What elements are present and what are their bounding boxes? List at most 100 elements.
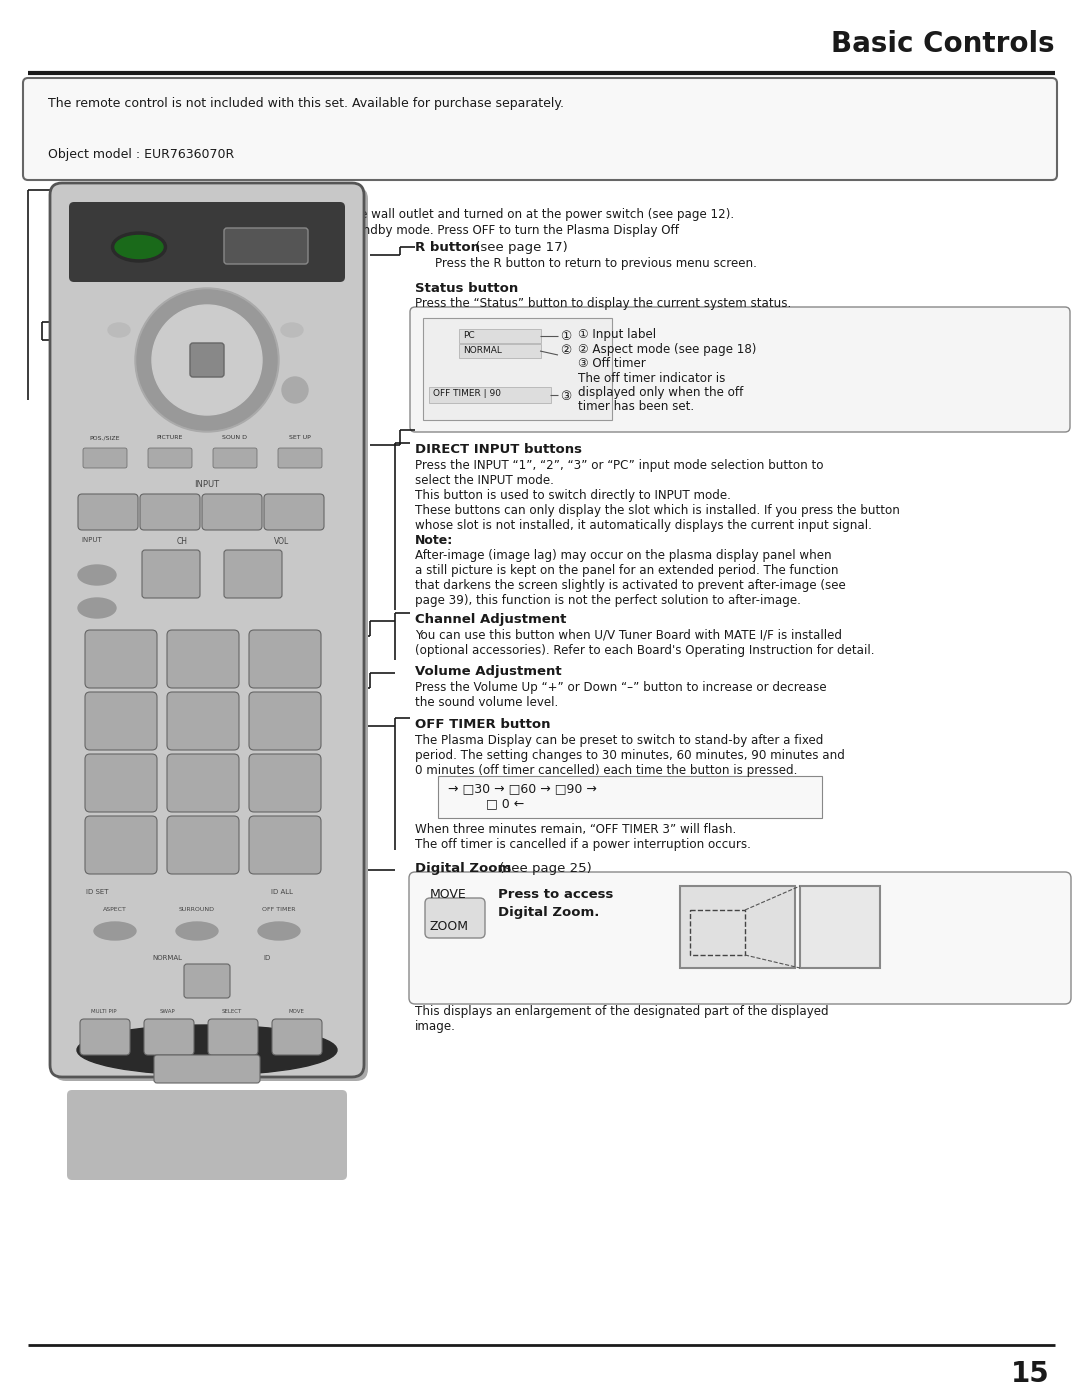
Text: Standby (ON / OFF) button: Standby (ON / OFF) button — [50, 190, 249, 203]
Text: page 39), this function is not the perfect solution to after-image.: page 39), this function is not the perfe… — [415, 594, 801, 608]
FancyBboxPatch shape — [167, 816, 239, 875]
Text: 2: 2 — [165, 506, 174, 518]
Ellipse shape — [77, 1025, 337, 1076]
FancyBboxPatch shape — [272, 1018, 322, 1055]
Text: Press the Volume Up “+” or Down “–” button to increase or decrease: Press the Volume Up “+” or Down “–” butt… — [415, 680, 826, 694]
Text: This displays an enlargement of the designated part of the displayed: This displays an enlargement of the desi… — [415, 1004, 828, 1018]
FancyBboxPatch shape — [213, 448, 257, 468]
Text: select the INPUT mode.: select the INPUT mode. — [415, 474, 554, 488]
Text: INPUT: INPUT — [194, 481, 219, 489]
Text: INPUT: INPUT — [82, 536, 103, 543]
FancyBboxPatch shape — [80, 1018, 130, 1055]
Text: ∧: ∧ — [166, 553, 176, 567]
Text: Channel Adjustment: Channel Adjustment — [415, 613, 566, 626]
Text: Press to access: Press to access — [498, 888, 613, 901]
Text: -/--: -/-- — [270, 835, 299, 854]
Text: The remote control is not included with this set. Available for purchase separat: The remote control is not included with … — [48, 96, 564, 110]
Text: The Plasma Display can be preset to switch to stand-by after a fixed: The Plasma Display can be preset to swit… — [415, 733, 823, 747]
Text: (see page 16, 17): (see page 16, 17) — [135, 422, 257, 434]
Text: image.: image. — [415, 1020, 456, 1032]
FancyBboxPatch shape — [141, 550, 200, 598]
Ellipse shape — [108, 323, 130, 337]
FancyBboxPatch shape — [85, 754, 157, 812]
Text: ACTION button: ACTION button — [240, 286, 351, 299]
Text: SET UP: SET UP — [289, 434, 311, 440]
FancyBboxPatch shape — [167, 692, 239, 750]
Text: These buttons can only display the slot which is installed. If you press the but: These buttons can only display the slot … — [415, 504, 900, 517]
Text: ②: ② — [561, 344, 571, 358]
Text: that darkens the screen slightly is activated to prevent after-image (see: that darkens the screen slightly is acti… — [415, 578, 846, 592]
Text: 0: 0 — [197, 835, 210, 854]
Text: 2: 2 — [197, 650, 210, 668]
Ellipse shape — [176, 922, 218, 940]
Text: MOVE: MOVE — [430, 888, 467, 901]
FancyBboxPatch shape — [50, 183, 364, 1077]
Text: (optional accessories). Refer to each Board's Operating Instruction for detail.: (optional accessories). Refer to each Bo… — [415, 644, 875, 657]
Text: POSITION: POSITION — [55, 321, 126, 335]
FancyBboxPatch shape — [148, 448, 192, 468]
Text: R button: R button — [415, 242, 480, 254]
Text: SOUND button: SOUND button — [240, 372, 349, 386]
Text: timer has been set.: timer has been set. — [578, 400, 694, 414]
Text: OFF TIMER button: OFF TIMER button — [415, 718, 551, 731]
Text: Press to make: Press to make — [258, 302, 341, 314]
Text: Panasonic: Panasonic — [144, 1111, 270, 1130]
Text: POS./SIZE: POS./SIZE — [90, 434, 120, 440]
Text: Basic Controls: Basic Controls — [832, 29, 1055, 59]
Text: SOUN D: SOUN D — [222, 434, 247, 440]
Text: 1: 1 — [114, 650, 127, 668]
Text: → □30 → □60 → □90 →: → □30 → □60 → □90 → — [448, 782, 597, 795]
Ellipse shape — [78, 564, 116, 585]
Text: SELECT: SELECT — [221, 1009, 242, 1014]
FancyBboxPatch shape — [409, 872, 1071, 1004]
FancyBboxPatch shape — [208, 1018, 258, 1055]
Text: OFF TIMER: OFF TIMER — [262, 907, 296, 912]
FancyBboxPatch shape — [429, 387, 551, 402]
Text: 3: 3 — [279, 650, 292, 668]
Text: 9: 9 — [279, 774, 292, 792]
FancyBboxPatch shape — [438, 775, 822, 819]
FancyBboxPatch shape — [144, 1018, 194, 1055]
FancyBboxPatch shape — [680, 886, 795, 968]
Text: ID SET: ID SET — [85, 888, 108, 895]
Text: ①: ① — [561, 330, 571, 344]
Text: 8: 8 — [197, 774, 210, 792]
Text: NORMAL: NORMAL — [152, 956, 183, 961]
Text: 6: 6 — [279, 712, 292, 731]
Text: PC: PC — [463, 331, 474, 339]
FancyBboxPatch shape — [85, 816, 157, 875]
Text: ASPECT: ASPECT — [103, 907, 127, 912]
Text: NORMAL: NORMAL — [463, 346, 502, 355]
Text: After-image (image lag) may occur on the plasma display panel when: After-image (image lag) may occur on the… — [415, 549, 832, 562]
Text: buttons: buttons — [55, 338, 113, 351]
Text: PICTURE: PICTURE — [157, 434, 184, 440]
Text: 7: 7 — [114, 774, 127, 792]
Text: ►: ► — [243, 351, 255, 369]
Text: (see page 25): (see page 25) — [495, 862, 592, 875]
FancyBboxPatch shape — [278, 448, 322, 468]
FancyBboxPatch shape — [85, 692, 157, 750]
FancyBboxPatch shape — [264, 495, 324, 529]
Text: VOL: VOL — [274, 536, 289, 546]
Text: Note:: Note: — [415, 534, 454, 548]
Text: 4: 4 — [114, 712, 127, 731]
Ellipse shape — [78, 598, 116, 617]
Text: a still picture is kept on the panel for an extended period. The function: a still picture is kept on the panel for… — [415, 564, 838, 577]
Text: SWAP: SWAP — [160, 1009, 176, 1014]
Text: +: + — [289, 384, 300, 397]
FancyBboxPatch shape — [426, 898, 485, 937]
FancyBboxPatch shape — [202, 495, 262, 529]
Text: ② Aspect mode (see page 18): ② Aspect mode (see page 18) — [578, 344, 756, 356]
Text: The Plasma Display must first be plugged into the wall outlet and turned on at t: The Plasma Display must first be plugged… — [68, 208, 734, 221]
Text: SURROUND: SURROUND — [179, 907, 215, 912]
Text: ① Input label: ① Input label — [578, 328, 657, 341]
Circle shape — [282, 377, 308, 402]
FancyBboxPatch shape — [459, 330, 541, 344]
FancyBboxPatch shape — [78, 495, 138, 529]
FancyBboxPatch shape — [67, 1090, 347, 1180]
Text: MOVE: MOVE — [288, 1009, 303, 1014]
Text: period. The setting changes to 30 minutes, 60 minutes, 90 minutes and: period. The setting changes to 30 minute… — [415, 749, 845, 761]
FancyBboxPatch shape — [249, 754, 321, 812]
FancyBboxPatch shape — [249, 816, 321, 875]
Text: CH: CH — [176, 536, 188, 546]
